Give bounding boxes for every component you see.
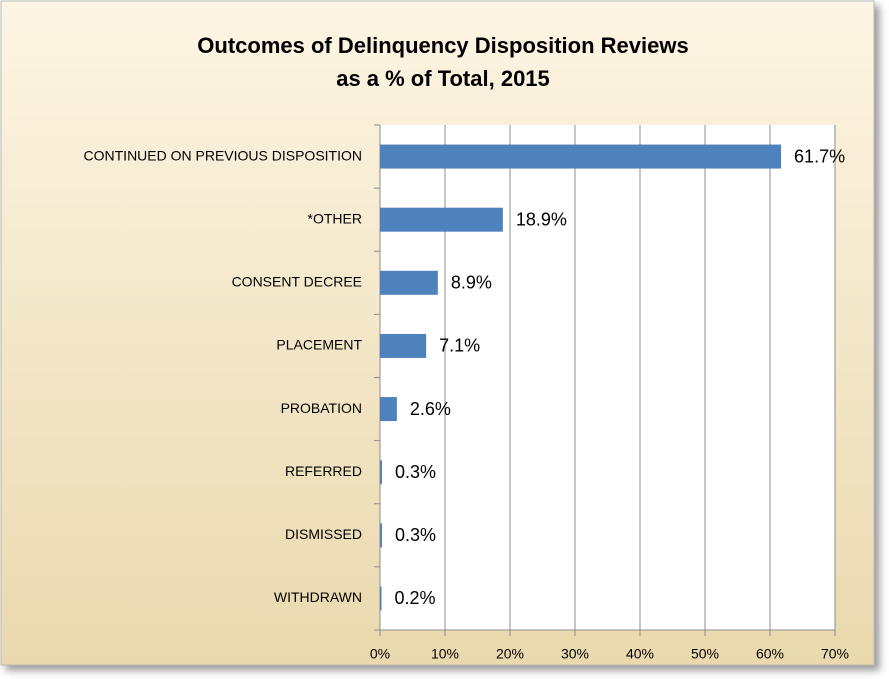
x-tick-label: 20% <box>496 646 524 662</box>
x-tick-label: 60% <box>756 646 784 662</box>
value-label: 0.3% <box>395 525 436 545</box>
y-tick-label: DISMISSED <box>285 526 362 542</box>
value-label: 8.9% <box>451 273 492 293</box>
value-label: 0.3% <box>395 462 436 482</box>
bar <box>380 207 503 232</box>
y-tick-label: PLACEMENT <box>276 337 362 353</box>
y-tick-label: *OTHER <box>308 210 362 226</box>
x-tick-label: 50% <box>691 646 719 662</box>
value-label: 2.6% <box>410 399 451 419</box>
x-tick-label: 70% <box>821 646 849 662</box>
value-label: 7.1% <box>439 336 480 356</box>
bar <box>380 523 382 548</box>
x-tick-label: 0% <box>370 646 390 662</box>
y-tick-label: REFERRED <box>285 463 362 479</box>
y-tick-label: WITHDRAWN <box>274 589 362 605</box>
y-tick-label: CONTINUED ON PREVIOUS DISPOSITION <box>84 147 362 163</box>
chart-title: Outcomes of Delinquency Disposition Revi… <box>197 33 688 58</box>
bar <box>380 586 382 611</box>
x-tick-label: 30% <box>561 646 589 662</box>
x-tick-label: 10% <box>431 646 459 662</box>
plot-area <box>380 125 835 630</box>
bar <box>380 144 782 169</box>
bar <box>380 333 427 358</box>
value-label: 0.2% <box>395 588 436 608</box>
x-tick-label: 40% <box>626 646 654 662</box>
bar <box>380 397 397 422</box>
y-tick-label: CONSENT DECREE <box>232 274 362 290</box>
chart-title: as a % of Total, 2015 <box>336 66 550 91</box>
bar <box>380 270 438 295</box>
value-label: 18.9% <box>516 209 567 229</box>
bar <box>380 460 382 485</box>
y-tick-label: PROBATION <box>281 400 362 416</box>
value-label: 61.7% <box>794 146 845 166</box>
